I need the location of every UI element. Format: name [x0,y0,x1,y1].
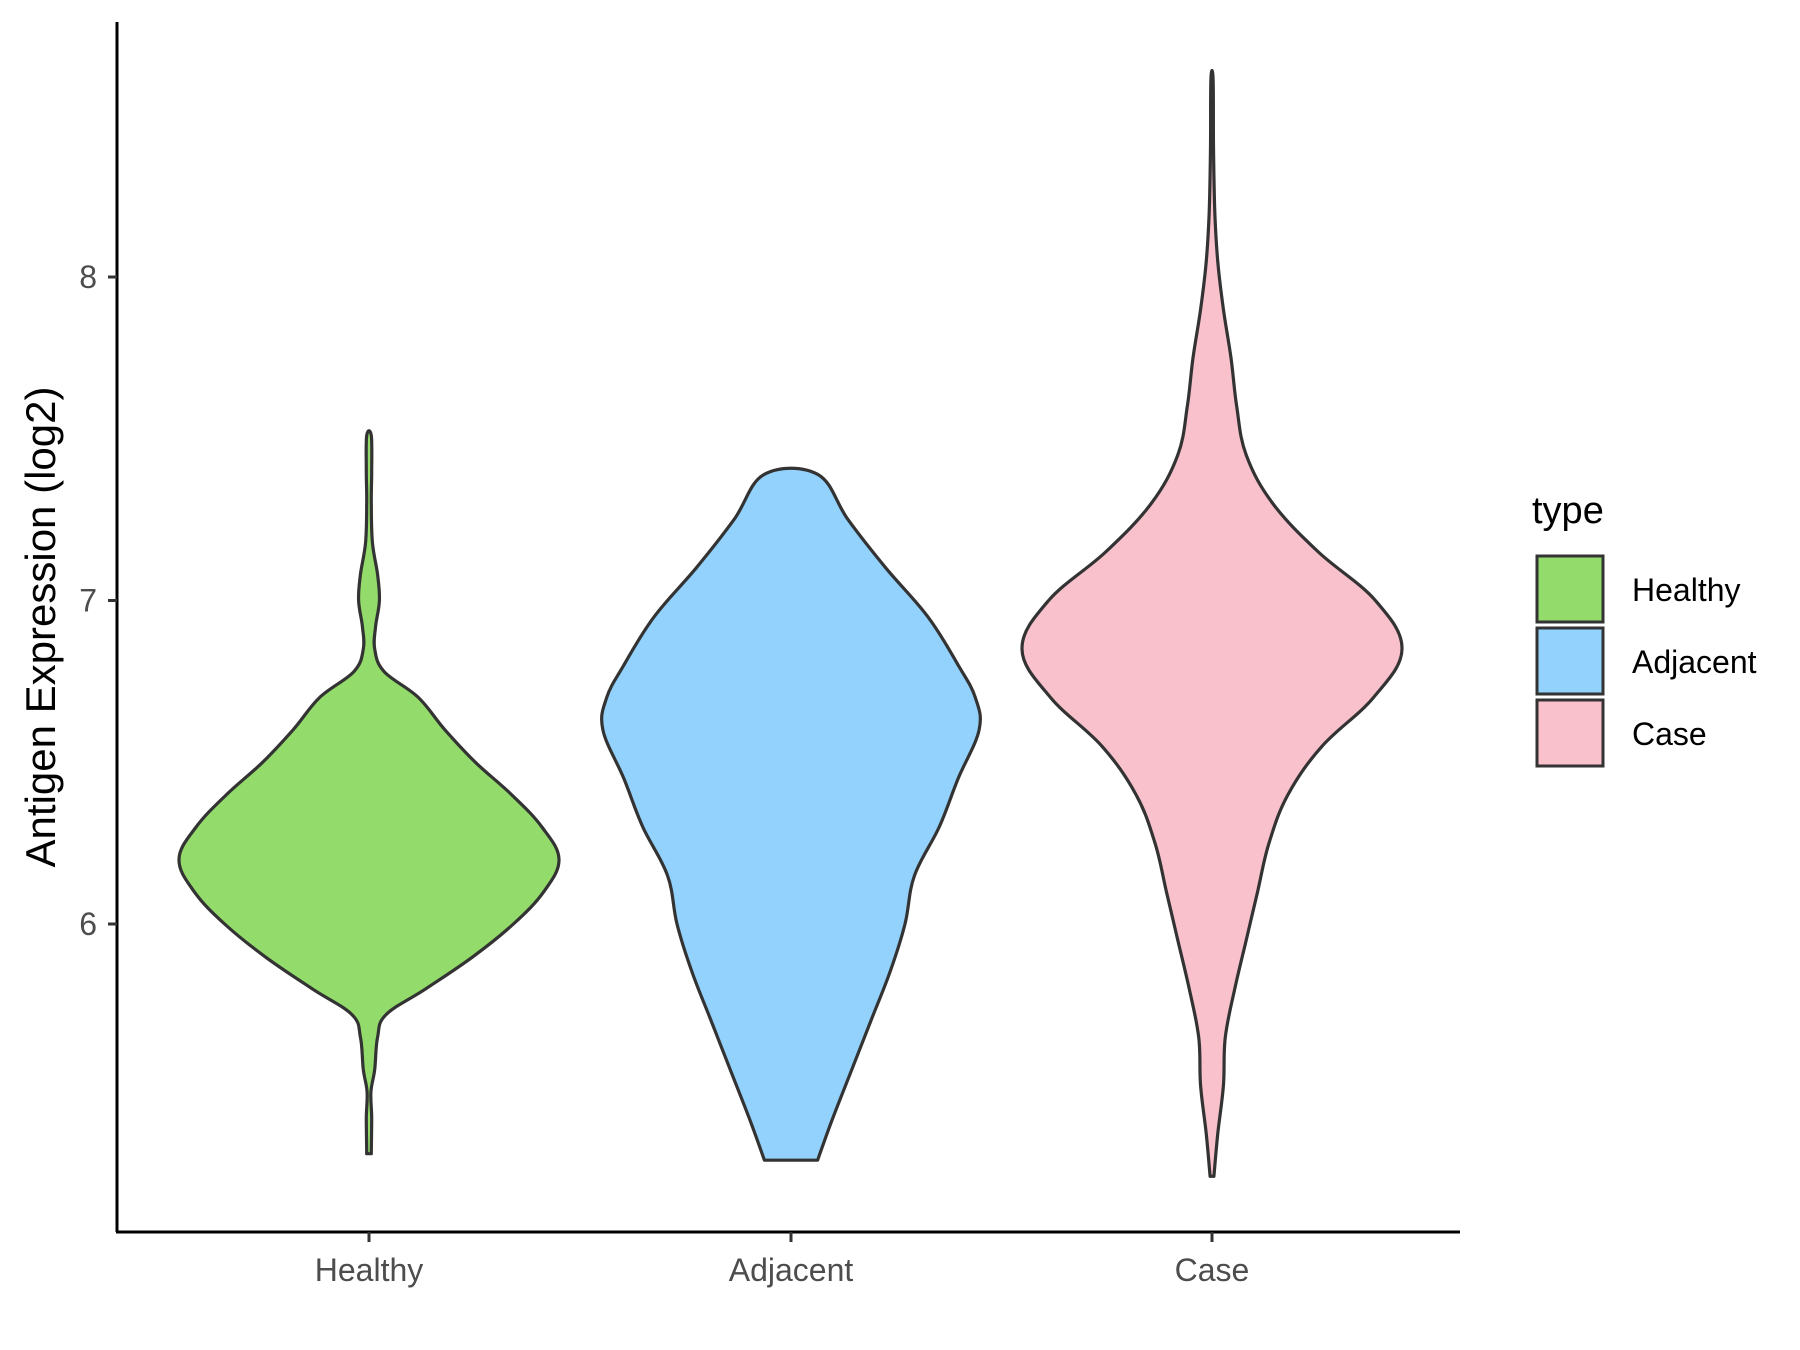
x-axis-ticks: Healthy Adjacent Case [315,1232,1250,1288]
legend-swatch-adjacent [1535,626,1605,696]
legend: type Healthy Adjacent Case [1532,490,1757,768]
y-axis-title: Antigen Expression (log2) [17,387,64,868]
x-tick-label-case: Case [1175,1252,1250,1288]
violin-case [1020,68,1404,1178]
violin-adjacent [600,466,982,1162]
legend-swatch-healthy [1535,554,1605,624]
legend-swatch-case [1535,698,1605,768]
legend-label-adjacent: Adjacent [1632,644,1757,680]
x-tick-label-adjacent: Adjacent [729,1252,854,1288]
y-axis-ticks: 6 7 8 [79,259,117,942]
violin-healthy [177,429,561,1156]
y-tick-label-6: 6 [79,906,97,942]
x-tick-label-healthy: Healthy [315,1252,424,1288]
y-tick-label-7: 7 [79,583,97,619]
y-tick-label-8: 8 [79,259,97,295]
legend-items: Healthy Adjacent Case [1535,554,1757,768]
legend-title: type [1532,490,1604,532]
violins-layer [177,68,1404,1178]
legend-label-case: Case [1632,716,1707,752]
legend-label-healthy: Healthy [1632,572,1741,608]
